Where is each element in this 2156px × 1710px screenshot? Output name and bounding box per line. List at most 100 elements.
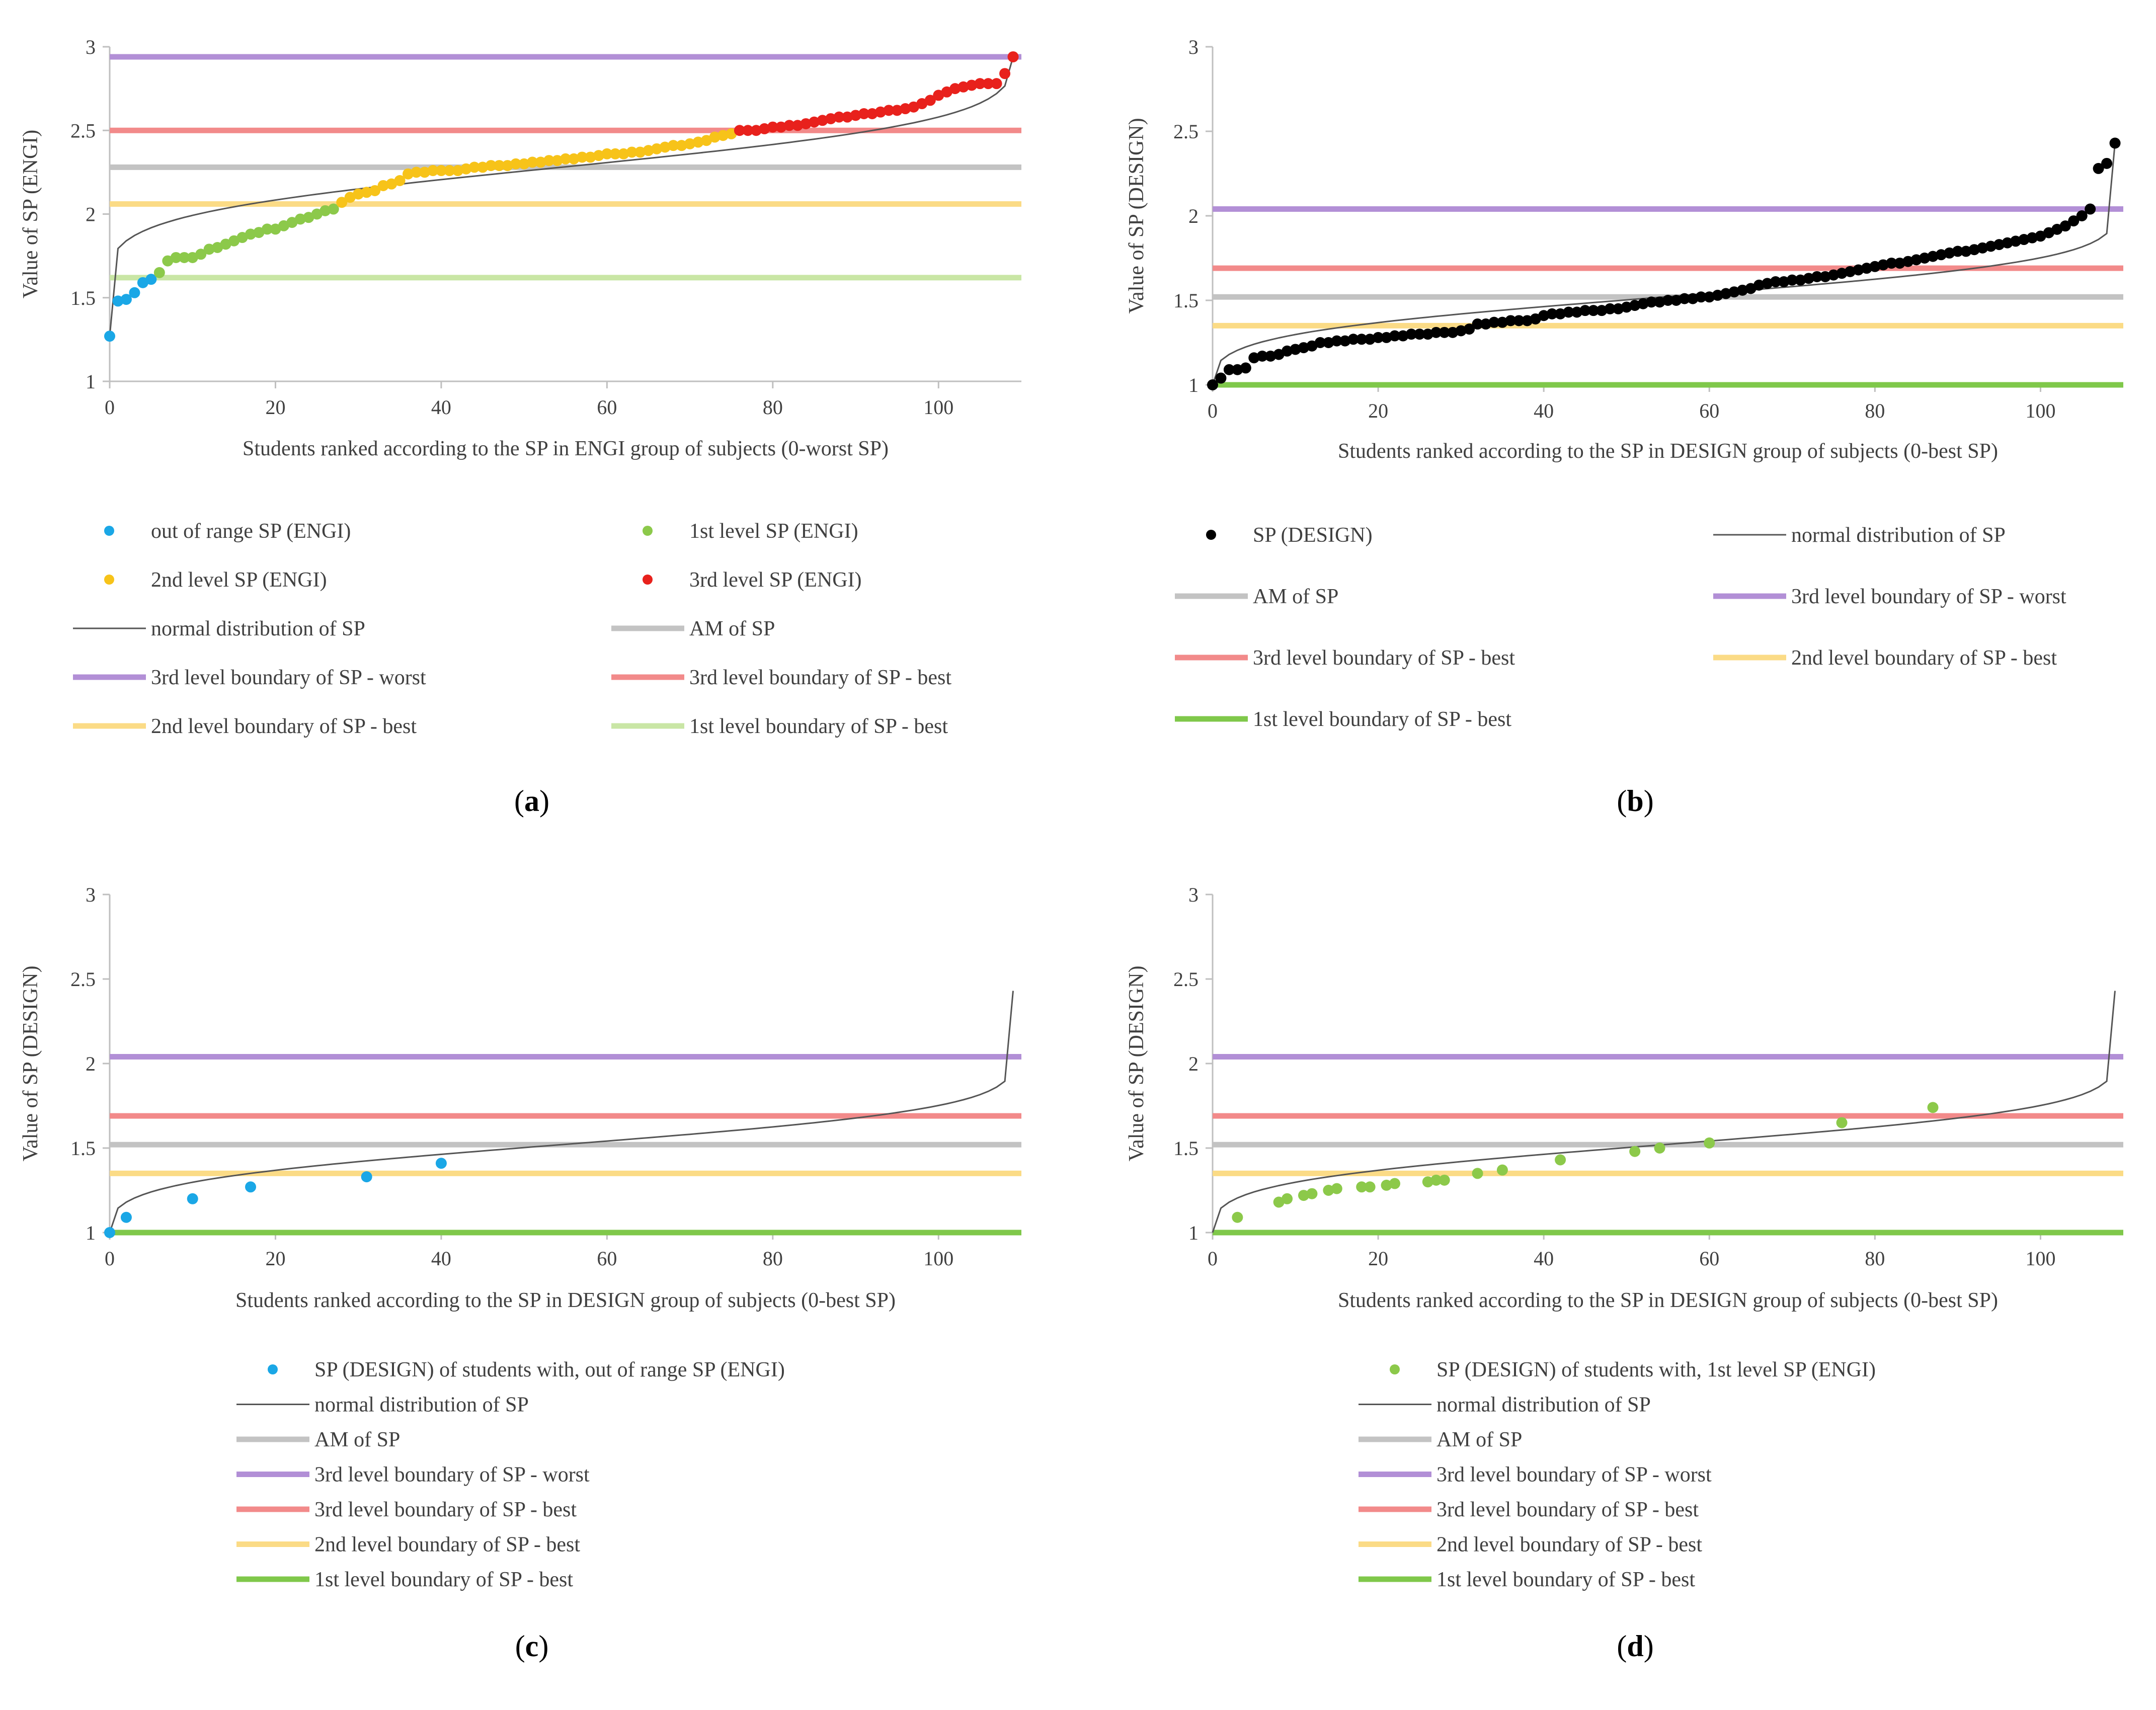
data-point	[651, 143, 663, 154]
data-point	[1861, 263, 1872, 274]
data-point	[609, 148, 621, 159]
legend-label: 1st level SP (ENGI)	[689, 520, 858, 543]
data-point	[2002, 237, 2013, 249]
y-tick-label: 3	[1188, 883, 1199, 906]
legend-item: SP (DESIGN) of students with, 1st level …	[1390, 1358, 1876, 1381]
data-point	[294, 213, 306, 225]
data-point	[1869, 261, 1881, 272]
data-point	[1778, 276, 1790, 288]
data-point	[1430, 327, 1442, 338]
data-point	[104, 331, 115, 342]
data-point	[1712, 289, 1723, 301]
data-point	[800, 118, 812, 129]
legend-label: 3rd level boundary of SP - best	[1436, 1498, 1699, 1521]
data-point	[543, 155, 555, 167]
data-point	[991, 78, 1002, 90]
y-tick-label: 2.5	[1173, 968, 1199, 991]
data-point	[1786, 274, 1798, 286]
legend-item: 3rd level boundary of SP - best	[236, 1498, 577, 1521]
data-point	[1745, 283, 1756, 294]
data-point	[195, 249, 207, 260]
data-point	[1215, 372, 1227, 384]
series-1	[153, 203, 339, 278]
legend-item: normal distribution of SP	[1359, 1394, 1651, 1417]
legend-item: 2nd level boundary of SP - best	[1713, 646, 2057, 670]
x-axis-label: Students ranked according to the SP in E…	[243, 437, 889, 460]
data-point	[361, 187, 372, 198]
data-point	[626, 146, 637, 158]
data-point	[1430, 1174, 1442, 1186]
data-point	[2018, 234, 2030, 246]
panel-label: (a)	[514, 784, 549, 818]
data-point	[1273, 1196, 1285, 1208]
series-0	[1207, 137, 2121, 390]
data-point	[1654, 296, 1665, 308]
data-point	[261, 223, 273, 235]
data-point	[560, 153, 571, 165]
data-point	[1298, 1190, 1309, 1201]
chart-panel-b: 1 1.5 2 2.5 3 0 20 40 60 80 100 Students ranked acc…	[1125, 36, 2123, 818]
data-point	[386, 178, 397, 190]
data-point	[2109, 137, 2121, 149]
data-point	[203, 243, 215, 255]
legend-item: 3rd level boundary of SP - best	[1359, 1498, 1699, 1521]
data-point	[1331, 1183, 1342, 1194]
data-point	[1373, 332, 1384, 343]
data-point	[153, 267, 165, 278]
data-point	[394, 175, 406, 186]
x-tick-label: 60	[1699, 399, 1719, 422]
data-point	[924, 95, 936, 106]
data-point	[585, 151, 596, 163]
x-tick-label: 100	[923, 396, 953, 419]
data-point	[1232, 1211, 1243, 1223]
data-point	[983, 78, 994, 90]
data-point	[1248, 352, 1260, 364]
legend-label: 2nd level boundary of SP - best	[314, 1533, 580, 1557]
data-point	[1670, 295, 1682, 306]
x-tick-label: 40	[1534, 399, 1554, 422]
x-tick-label: 60	[1699, 1247, 1719, 1270]
legend-item: 3rd level boundary of SP - worst	[1359, 1463, 1712, 1487]
legend-marker	[1390, 1364, 1400, 1374]
data-point	[576, 151, 588, 163]
data-point	[1389, 330, 1400, 342]
legend-label: 3rd level boundary of SP - best	[689, 666, 951, 689]
data-point	[1737, 284, 1748, 296]
data-point	[1836, 1117, 1848, 1128]
data-point	[1298, 342, 1309, 354]
data-point	[825, 113, 837, 124]
data-point	[1232, 364, 1243, 375]
y-tick-label: 3	[86, 883, 96, 906]
data-point	[162, 255, 174, 267]
legend-item: 3rd level boundary of SP - worst	[1713, 585, 2066, 608]
data-point	[767, 121, 778, 133]
data-point	[659, 141, 671, 153]
data-point	[485, 160, 497, 172]
x-tick-label: 0	[1208, 399, 1218, 422]
data-point	[593, 150, 604, 161]
data-point	[601, 148, 613, 159]
series-0	[1232, 1102, 1939, 1223]
data-point	[112, 295, 124, 307]
y-tick-label: 2.5	[70, 119, 96, 142]
data-point	[1563, 306, 1574, 318]
data-point	[369, 185, 381, 196]
data-point	[1389, 1178, 1400, 1189]
data-point	[1695, 291, 1707, 303]
data-point	[1282, 1193, 1293, 1204]
data-point	[1555, 1154, 1566, 1166]
legend-label: 3rd level boundary of SP - best	[314, 1498, 577, 1521]
legend-label: normal distribution of SP	[314, 1394, 529, 1417]
data-point	[187, 1193, 198, 1204]
x-tick-label: 20	[1368, 1247, 1388, 1270]
legend-label: 3rd level boundary of SP - best	[1253, 646, 1515, 670]
y-tick-label: 2.5	[1173, 120, 1199, 143]
data-point	[1356, 1181, 1368, 1193]
legend-item: out of range SP (ENGI)	[104, 520, 351, 543]
data-point	[435, 165, 447, 177]
data-point	[957, 81, 969, 93]
y-tick-label: 1.5	[70, 1137, 96, 1160]
data-point	[535, 156, 546, 168]
y-axis-label: Value of SP (ENGI)	[19, 130, 42, 299]
